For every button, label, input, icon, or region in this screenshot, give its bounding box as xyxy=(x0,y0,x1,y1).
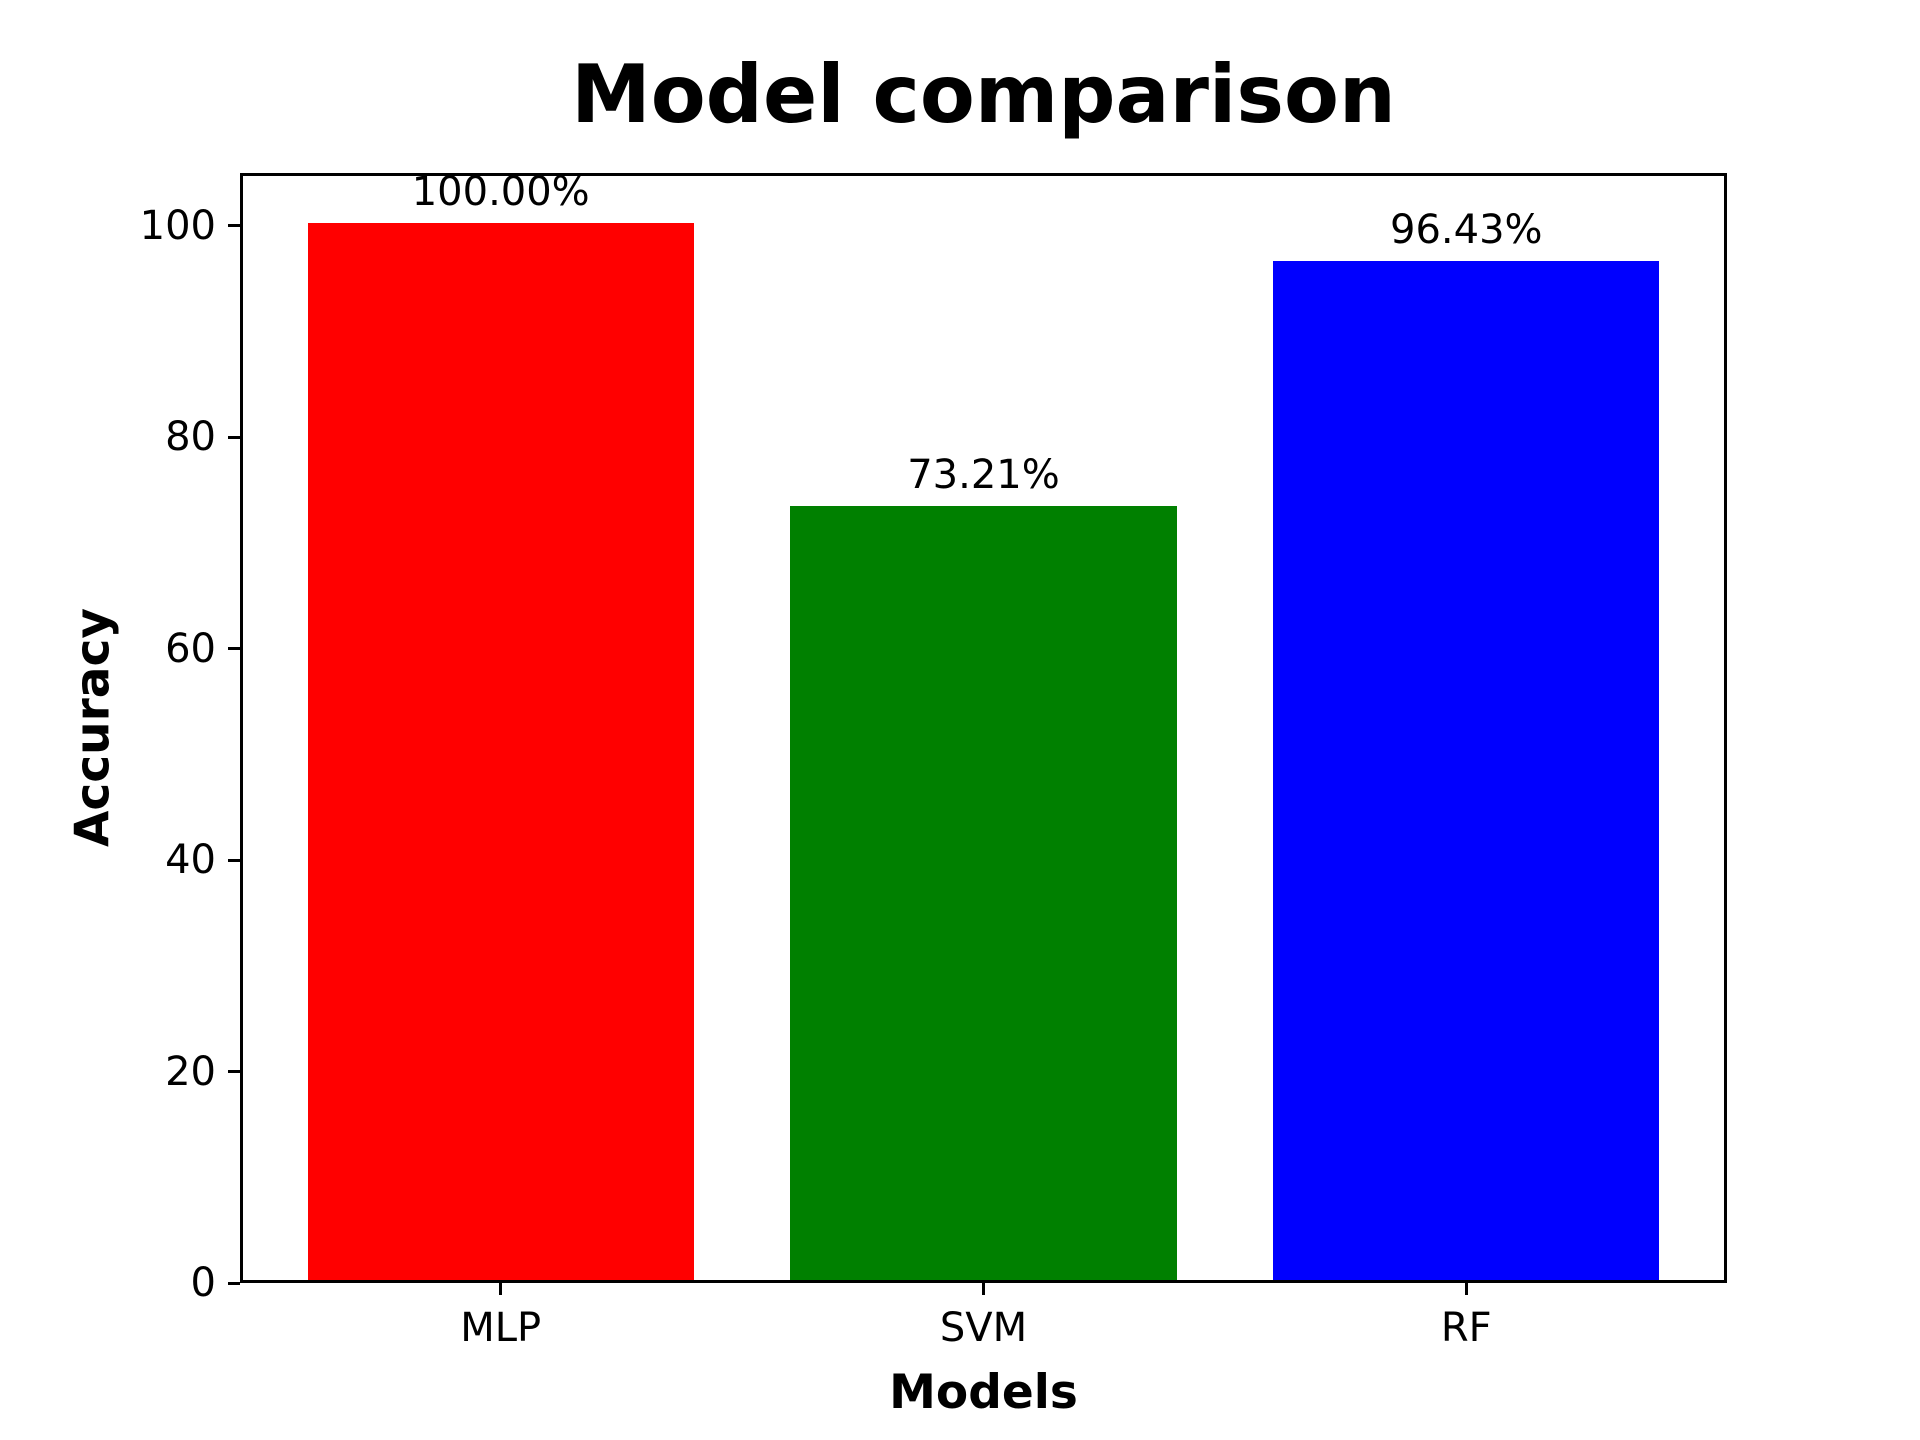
y-tick-mark-0 xyxy=(228,1281,240,1285)
x-tick-mark-mlp xyxy=(499,1283,503,1295)
bar-value-label-mlp: 100.00% xyxy=(411,168,590,215)
x-tick-label-rf: RF xyxy=(1440,1305,1492,1351)
bar-rf xyxy=(1273,260,1660,1280)
bar-value-label-svm: 73.21% xyxy=(907,452,1060,499)
x-tick-mark-rf xyxy=(1464,1283,1468,1295)
y-tick-label-20: 20 xyxy=(165,1048,216,1095)
bar-mlp xyxy=(307,222,694,1280)
x-axis-label: Models xyxy=(889,1365,1078,1420)
y-tick-mark-80 xyxy=(228,435,240,439)
y-tick-label-40: 40 xyxy=(165,837,216,884)
y-tick-mark-20 xyxy=(228,1070,240,1074)
y-tick-mark-100 xyxy=(228,224,240,228)
y-tick-label-0: 0 xyxy=(190,1260,216,1306)
plot-area: 100.00% 73.21% 96.43% xyxy=(240,169,1727,1283)
y-tick-label-100: 100 xyxy=(139,202,216,249)
bar-svm xyxy=(790,506,1177,1280)
bar-value-label-rf: 96.43% xyxy=(1390,206,1543,253)
x-tick-label-svm: SVM xyxy=(939,1305,1028,1351)
x-tick-mark-svm xyxy=(982,1283,985,1295)
y-tick-label-80: 80 xyxy=(165,414,216,461)
y-tick-mark-40 xyxy=(228,858,240,862)
chart-title: Model comparison xyxy=(571,48,1396,141)
y-tick-mark-60 xyxy=(228,647,240,651)
y-axis-label: Accuracy xyxy=(65,608,121,847)
x-tick-label-mlp: MLP xyxy=(460,1305,542,1351)
y-tick-label-60: 60 xyxy=(165,625,216,672)
